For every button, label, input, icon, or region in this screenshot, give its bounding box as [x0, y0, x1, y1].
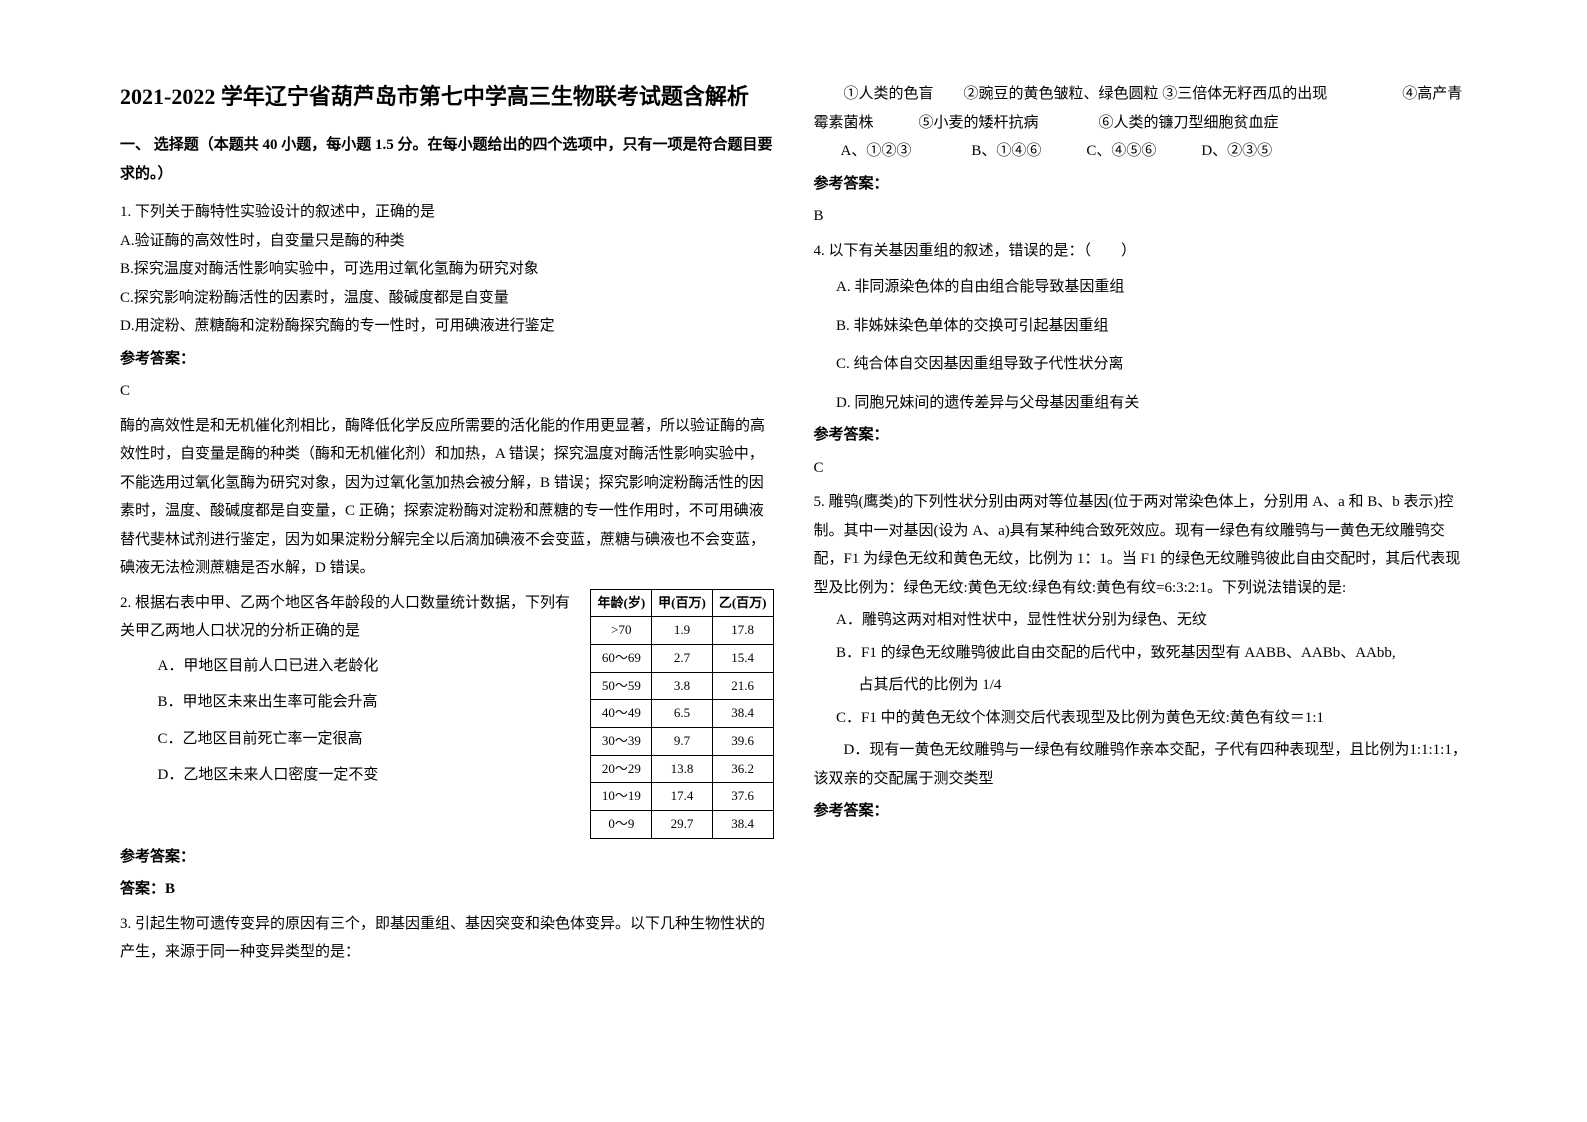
table-row: 40～496.538.4 — [591, 700, 773, 728]
question-2: 年龄(岁) 甲(百万) 乙(百万) >701.917.8 60～692.715.… — [120, 589, 774, 904]
q2-answer-label: 参考答案： — [120, 843, 774, 872]
table-row: 0～929.738.4 — [591, 811, 773, 839]
q5-option-d: D．现有一黄色无纹雕鸮与一绿色有纹雕鸮作亲本交配，子代有四种表现型，且比例为1:… — [814, 736, 1468, 793]
question-4: 4. 以下有关基因重组的叙述，错误的是：（ ） A. 非同源染色体的自由组合能导… — [814, 237, 1468, 483]
q4-answer-label: 参考答案： — [814, 421, 1468, 450]
q4-stem: 4. 以下有关基因重组的叙述，错误的是：（ ） — [814, 237, 1468, 266]
q3-answer-label: 参考答案： — [814, 170, 1468, 199]
q2-age-table: 年龄(岁) 甲(百万) 乙(百万) >701.917.8 60～692.715.… — [590, 589, 773, 839]
table-row: 50～593.821.6 — [591, 672, 773, 700]
q4-option-d: D. 同胞兄妹间的遗传差异与父母基因重组有关 — [836, 389, 1467, 418]
th-jia: 甲(百万) — [652, 589, 713, 617]
q5-stem: 5. 雕鸮(鹰类)的下列性状分别由两对等位基因(位于两对常染色体上，分别用 A、… — [814, 488, 1468, 602]
left-column: 2021-2022 学年辽宁省葫芦岛市第七中学高三生物联考试题含解析 一、 选择… — [100, 80, 794, 1082]
doc-title: 2021-2022 学年辽宁省葫芦岛市第七中学高三生物联考试题含解析 — [120, 80, 774, 113]
q1-stem: 1. 下列关于酶特性实验设计的叙述中，正确的是 — [120, 198, 774, 227]
q5-option-c: C．F1 中的黄色无纹个体测交后代表现型及比例为黄色无纹:黄色有纹＝1:1 — [836, 704, 1467, 733]
table-row: 30～399.739.6 — [591, 727, 773, 755]
question-5: 5. 雕鸮(鹰类)的下列性状分别由两对等位基因(位于两对常染色体上，分别用 A、… — [814, 488, 1468, 826]
table-row: 60～692.715.4 — [591, 644, 773, 672]
question-1: 1. 下列关于酶特性实验设计的叙述中，正确的是 A.验证酶的高效性时，自变量只是… — [120, 198, 774, 583]
table-row: 10～1917.437.6 — [591, 783, 773, 811]
q1-explanation: 酶的高效性是和无机催化剂相比，酶降低化学反应所需要的活化能的作用更显著，所以验证… — [120, 412, 774, 583]
q2-answer: 答案：B — [120, 875, 774, 904]
q1-option-b: B.探究温度对酶活性影响实验中，可选用过氧化氢酶为研究对象 — [120, 255, 774, 284]
q1-option-a: A.验证酶的高效性时，自变量只是酶的种类 — [120, 227, 774, 256]
question-3-cont: ①人类的色盲 ②豌豆的黄色皱粒、绿色圆粒 ③三倍体无籽西瓜的出现 ④高产青霉素菌… — [814, 80, 1468, 231]
question-3-partial: 3. 引起生物可遗传变异的原因有三个，即基因重组、基因突变和染色体变异。以下几种… — [120, 910, 774, 967]
q4-option-a: A. 非同源染色体的自由组合能导致基因重组 — [836, 273, 1467, 302]
q3-stem: 3. 引起生物可遗传变异的原因有三个，即基因重组、基因突变和染色体变异。以下几种… — [120, 910, 774, 967]
q4-answer: C — [814, 454, 1468, 483]
q1-answer: C — [120, 377, 774, 406]
right-column: ①人类的色盲 ②豌豆的黄色皱粒、绿色圆粒 ③三倍体无籽西瓜的出现 ④高产青霉素菌… — [794, 80, 1488, 1082]
q5-option-b: B．F1 的绿色无纹雕鸮彼此自由交配的后代中，致死基因型有 AABB、AABb、… — [836, 639, 1467, 668]
table-row: >701.917.8 — [591, 617, 773, 645]
q1-option-d: D.用淀粉、蔗糖酶和淀粉酶探究酶的专一性时，可用碘液进行鉴定 — [120, 312, 774, 341]
q4-option-c: C. 纯合体自交因基因重组导致子代性状分离 — [836, 350, 1467, 379]
q3-answer: B — [814, 202, 1468, 231]
th-age: 年龄(岁) — [591, 589, 652, 617]
q3-items: ①人类的色盲 ②豌豆的黄色皱粒、绿色圆粒 ③三倍体无籽西瓜的出现 ④高产青霉素菌… — [814, 80, 1468, 137]
table-row: 20～2913.836.2 — [591, 755, 773, 783]
q5-option-a: A．雕鸮这两对相对性状中，显性性状分别为绿色、无纹 — [836, 606, 1467, 635]
section-1-heading: 一、 选择题（本题共 40 小题，每小题 1.5 分。在每小题给出的四个选项中，… — [120, 131, 774, 188]
q4-option-b: B. 非姊妹染色单体的交换可引起基因重组 — [836, 312, 1467, 341]
th-yi: 乙(百万) — [712, 589, 773, 617]
q5-answer-label: 参考答案： — [814, 797, 1468, 826]
table-header-row: 年龄(岁) 甲(百万) 乙(百万) — [591, 589, 773, 617]
q5-option-b-cont: 占其后代的比例为 1/4 — [859, 671, 1468, 700]
q1-answer-label: 参考答案： — [120, 345, 774, 374]
q1-option-c: C.探究影响淀粉酶活性的因素时，温度、酸碱度都是自变量 — [120, 284, 774, 313]
q3-choices: A、①②③ B、①④⑥ C、④⑤⑥ D、②③⑤ — [826, 137, 1468, 166]
